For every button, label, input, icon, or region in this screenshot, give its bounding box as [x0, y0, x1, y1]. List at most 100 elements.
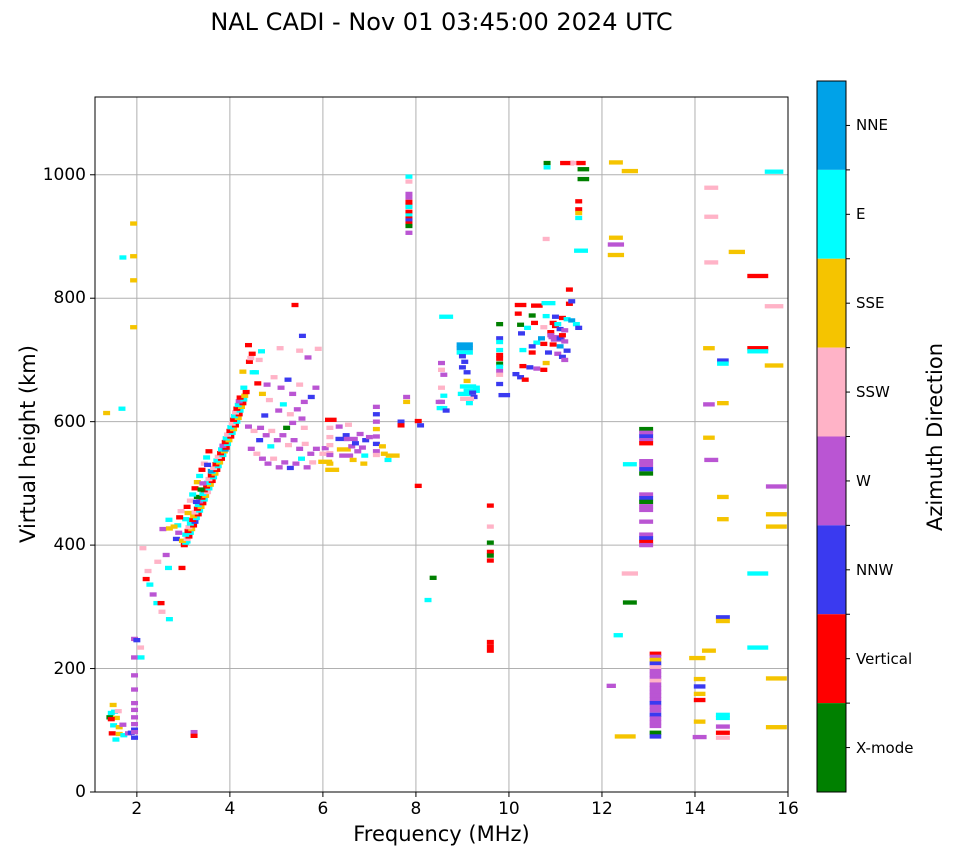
x-tick-label: 6	[317, 799, 329, 819]
scatter-point	[568, 318, 576, 323]
scatter-point	[139, 546, 147, 551]
scatter-point	[639, 507, 654, 513]
scatter-point	[286, 412, 294, 417]
scatter-point	[424, 597, 432, 603]
colorbar-tick-label: X-mode	[856, 738, 914, 757]
scatter-point	[108, 731, 116, 736]
scatter-point	[765, 676, 787, 681]
scatter-point	[296, 382, 304, 387]
scatter-point	[704, 185, 719, 190]
scatter-point	[273, 438, 281, 443]
scatter-point	[496, 347, 504, 353]
scatter-point	[241, 393, 249, 398]
scatter-point	[461, 359, 469, 364]
scatter-point	[540, 325, 548, 330]
scatter-point	[196, 473, 204, 479]
scatter-point	[649, 708, 662, 713]
scatter-point	[360, 461, 368, 466]
scatter-point	[131, 700, 139, 706]
scatter-point	[240, 385, 248, 390]
scatter-point	[517, 322, 525, 327]
scatter-point	[301, 441, 309, 447]
scatter-point	[575, 199, 583, 204]
scatter-point	[193, 479, 201, 485]
scatter-point	[130, 221, 138, 226]
scatter-point	[159, 526, 167, 532]
scatter-point	[747, 349, 769, 354]
scatter-point	[405, 218, 413, 223]
scatter-point	[542, 313, 550, 319]
scatter-point	[130, 325, 138, 330]
colorbar-tick-label: Vertical	[856, 649, 913, 668]
scatter-point	[486, 558, 494, 563]
scatter-point	[131, 707, 139, 713]
scatter-point	[242, 389, 250, 395]
scatter-point	[178, 538, 186, 543]
scatter-point	[540, 367, 548, 372]
scatter-point	[405, 209, 413, 214]
scatter-point	[318, 459, 333, 464]
scatter-point	[344, 422, 352, 427]
scatter-point	[244, 424, 252, 429]
scatter-point	[131, 673, 139, 678]
scatter-point	[542, 360, 550, 366]
scatter-point	[572, 321, 580, 327]
scatter-point	[540, 341, 548, 347]
scatter-point	[286, 465, 294, 471]
scatter-point	[199, 481, 207, 486]
scatter-point	[639, 536, 654, 541]
scatter-point	[312, 446, 320, 451]
scatter-point	[292, 461, 300, 466]
scatter-point	[109, 702, 117, 708]
scatter-point	[298, 416, 306, 421]
scatter-point	[639, 438, 654, 443]
scatter-point	[405, 179, 413, 184]
scatter-point	[248, 351, 256, 356]
scatter-point	[458, 354, 466, 359]
scatter-point	[715, 615, 730, 620]
scatter-point	[701, 648, 716, 653]
scatter-point	[715, 735, 730, 740]
scatter-point	[528, 344, 536, 349]
scatter-point	[210, 465, 218, 471]
scatter-point	[693, 691, 706, 697]
scatter-point	[234, 402, 242, 408]
scatter-point	[548, 334, 563, 340]
scatter-point	[639, 504, 654, 509]
scatter-point	[747, 273, 769, 279]
scatter-point	[717, 361, 729, 366]
scatter-point	[339, 453, 354, 458]
scatter-point	[284, 442, 292, 448]
x-tick-label: 14	[684, 799, 706, 819]
y-tick-label: 0	[75, 782, 86, 802]
scatter-point	[268, 428, 276, 434]
scatter-point	[165, 617, 173, 622]
scatter-point	[193, 506, 201, 511]
scatter-point	[279, 402, 287, 407]
scatter-point	[372, 434, 380, 439]
scatter-point	[649, 693, 662, 698]
scatter-point	[289, 391, 297, 397]
scatter-point	[219, 443, 227, 448]
scatter-point	[639, 462, 654, 468]
scatter-point	[203, 484, 211, 489]
scatter-point	[649, 661, 662, 666]
colorbar-tick-label: SSW	[856, 383, 890, 402]
scatter-point	[372, 404, 380, 410]
scatter-point	[639, 459, 654, 464]
scatter-point	[693, 697, 706, 703]
scatter-point	[765, 524, 787, 529]
scatter-point	[290, 438, 298, 443]
scatter-point	[551, 314, 559, 319]
x-tick-label: 10	[498, 799, 520, 819]
scatter-point	[178, 565, 186, 571]
scatter-point	[372, 412, 380, 417]
scatter-point	[224, 432, 232, 437]
scatter-point	[747, 346, 769, 351]
x-tick-label: 12	[591, 799, 613, 819]
scatter-point	[649, 657, 662, 663]
plot-border	[94, 96, 789, 793]
scatter-point	[403, 394, 411, 400]
scatter-point	[309, 460, 317, 465]
scatter-point	[342, 433, 350, 438]
